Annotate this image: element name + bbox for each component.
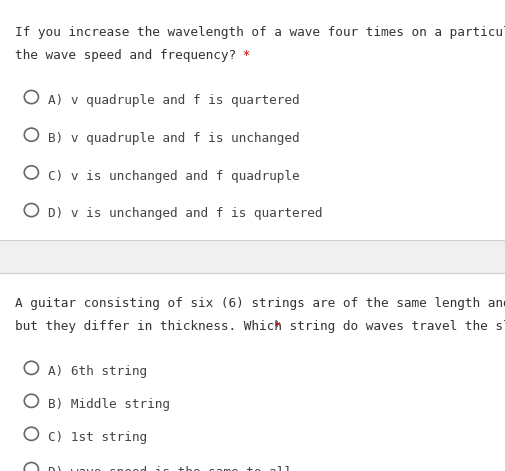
- FancyBboxPatch shape: [0, 240, 505, 273]
- Text: B) v quadruple and f is unchanged: B) v quadruple and f is unchanged: [48, 132, 299, 145]
- Text: A guitar consisting of six (6) strings are of the same length and has nearly the: A guitar consisting of six (6) strings a…: [15, 297, 505, 310]
- Text: C) 1st string: C) 1st string: [48, 431, 147, 444]
- Text: *: *: [266, 320, 281, 333]
- Text: C) v is unchanged and f quadruple: C) v is unchanged and f quadruple: [48, 170, 299, 183]
- Text: D) v is unchanged and f is quartered: D) v is unchanged and f is quartered: [48, 207, 322, 220]
- Text: D) wave speed is the same to all: D) wave speed is the same to all: [48, 466, 291, 471]
- Text: but they differ in thickness. Which string do waves travel the slowest?: but they differ in thickness. Which stri…: [15, 320, 505, 333]
- Text: *: *: [235, 49, 250, 63]
- Text: B) Middle string: B) Middle string: [48, 398, 170, 411]
- Text: the wave speed and frequency?: the wave speed and frequency?: [15, 49, 236, 63]
- Text: A) 6th string: A) 6th string: [48, 365, 147, 378]
- Text: A) v quadruple and f is quartered: A) v quadruple and f is quartered: [48, 94, 299, 107]
- Text: If you increase the wavelength of a wave four times on a particular string, what: If you increase the wavelength of a wave…: [15, 26, 505, 39]
